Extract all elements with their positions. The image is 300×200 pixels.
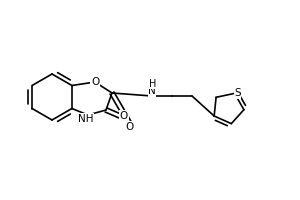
Text: O: O (120, 111, 128, 121)
Text: H: H (149, 79, 157, 89)
Text: O: O (91, 77, 99, 87)
Text: O: O (126, 122, 134, 132)
Text: S: S (234, 88, 241, 98)
Text: N: N (148, 86, 156, 96)
Text: NH: NH (78, 114, 94, 124)
